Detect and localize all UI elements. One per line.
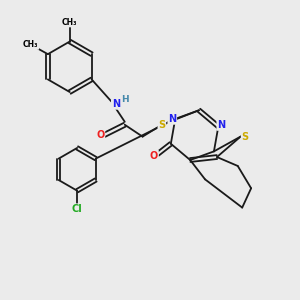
Text: CH₃: CH₃	[23, 40, 38, 49]
Text: S: S	[242, 131, 249, 142]
Text: N: N	[217, 120, 225, 130]
Text: CH₃: CH₃	[62, 18, 77, 27]
Text: O: O	[96, 130, 104, 140]
Text: S: S	[158, 120, 166, 130]
Text: N: N	[112, 99, 120, 109]
Text: N: N	[168, 114, 176, 124]
Text: O: O	[150, 151, 158, 161]
Text: Cl: Cl	[72, 204, 83, 214]
Text: H: H	[122, 95, 129, 104]
